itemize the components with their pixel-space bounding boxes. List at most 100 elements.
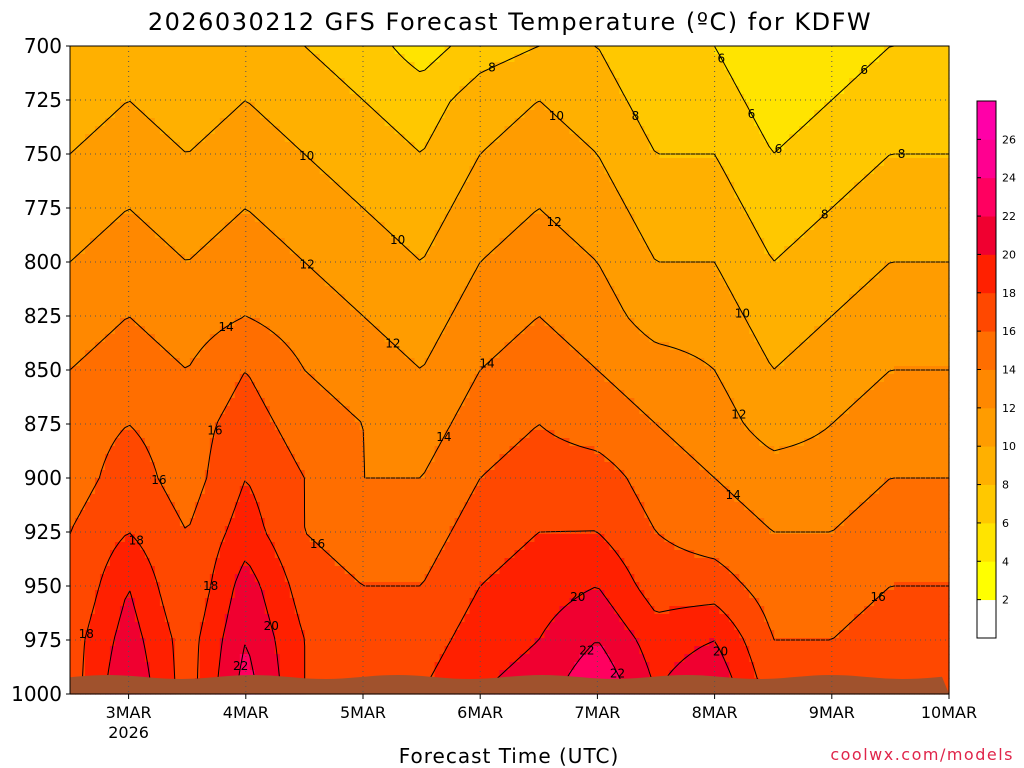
- temperature-cell: [129, 214, 136, 223]
- temperature-cell: [714, 246, 720, 255]
- temperature-cell: [639, 150, 645, 159]
- temperature-cell: [644, 190, 650, 199]
- temperature-cell: [379, 70, 386, 79]
- temperature-cell: [169, 118, 176, 127]
- temperature-cell: [169, 230, 176, 239]
- temperature-cell: [304, 150, 311, 159]
- temperature-cell: [284, 182, 291, 191]
- temperature-cell: [869, 126, 875, 135]
- temperature-cell: [934, 166, 940, 175]
- temperature-cell: [384, 94, 391, 103]
- temperature-cell: [274, 150, 281, 159]
- temperature-cell: [164, 198, 171, 207]
- temperature-cell: [349, 118, 356, 127]
- temperature-cell: [199, 174, 206, 183]
- temperature-cell: [289, 70, 296, 79]
- temperature-cell: [704, 190, 710, 199]
- temperature-cell: [744, 174, 750, 183]
- temperature-cell: [444, 198, 451, 207]
- temperature-cell: [889, 214, 895, 223]
- temperature-cell: [334, 190, 341, 199]
- temperature-cell: [654, 54, 660, 63]
- temperature-cell: [774, 222, 780, 231]
- temperature-cell: [379, 182, 386, 191]
- temperature-cell: [229, 94, 236, 103]
- temperature-cell: [454, 222, 461, 231]
- temperature-cell: [899, 206, 905, 215]
- temperature-cell: [194, 230, 201, 239]
- temperature-cell: [774, 190, 780, 199]
- temperature-cell: [359, 150, 366, 159]
- temperature-cell: [629, 246, 635, 255]
- temperature-cell: [739, 54, 745, 63]
- temperature-cell: [409, 126, 416, 135]
- temperature-cell: [399, 102, 406, 111]
- temperature-cell: [70, 110, 76, 119]
- temperature-cell: [849, 142, 855, 151]
- temperature-cell: [694, 158, 700, 167]
- temperature-cell: [164, 70, 171, 79]
- temperature-cell: [434, 246, 441, 255]
- temperature-cell: [864, 238, 870, 247]
- temperature-cell: [574, 118, 581, 127]
- temperature-cell: [379, 54, 386, 63]
- temperature-cell: [519, 78, 526, 87]
- temperature-cell: [254, 166, 261, 175]
- temperature-cell: [109, 134, 116, 143]
- temperature-cell: [749, 182, 755, 191]
- temperature-cell: [664, 110, 670, 119]
- temperature-cell: [479, 238, 486, 247]
- temperature-cell: [794, 262, 800, 271]
- temperature-cell: [164, 230, 171, 239]
- temperature-cell: [674, 54, 680, 63]
- temperature-cell: [834, 222, 840, 231]
- temperature-cell: [209, 134, 216, 143]
- temperature-cell: [919, 94, 925, 103]
- temperature-cell: [734, 102, 740, 111]
- temperature-cell: [319, 142, 326, 151]
- temperature-cell: [274, 246, 281, 255]
- temperature-cell: [919, 262, 925, 271]
- temperature-cell: [594, 214, 600, 223]
- temperature-cell: [654, 78, 660, 87]
- temperature-cell: [709, 254, 715, 263]
- temperature-cell: [644, 94, 650, 103]
- temperature-cell: [759, 206, 765, 215]
- temperature-cell: [724, 78, 730, 87]
- temperature-cell: [184, 78, 191, 87]
- temperature-cell: [654, 222, 660, 231]
- temperature-cell: [689, 46, 695, 55]
- temperature-cell: [359, 118, 366, 127]
- temperature-cell: [319, 70, 326, 79]
- temperature-cell: [124, 134, 131, 143]
- temperature-cell: [84, 126, 91, 135]
- temperature-cell: [709, 78, 715, 87]
- temperature-cell: [584, 198, 590, 207]
- temperature-cell: [844, 230, 850, 239]
- temperature-cell: [244, 182, 251, 191]
- temperature-cell: [599, 230, 605, 239]
- temperature-cell: [694, 214, 700, 223]
- temperature-cell: [489, 174, 496, 183]
- temperature-cell: [159, 134, 166, 143]
- temperature-cell: [704, 118, 710, 127]
- temperature-cell: [769, 70, 775, 79]
- temperature-cell: [899, 102, 905, 111]
- temperature-cell: [744, 158, 750, 167]
- temperature-cell: [369, 198, 376, 207]
- temperature-cell: [804, 214, 810, 223]
- temperature-cell: [804, 126, 810, 135]
- temperature-cell: [284, 150, 291, 159]
- temperature-cell: [684, 158, 690, 167]
- temperature-cell: [634, 62, 640, 71]
- temperature-cell: [929, 238, 935, 247]
- temperature-cell: [249, 54, 256, 63]
- temperature-cell: [754, 86, 760, 95]
- temperature-cell: [489, 254, 496, 263]
- temperature-cell: [139, 246, 146, 255]
- temperature-cell: [799, 142, 805, 151]
- temperature-cell: [79, 54, 86, 63]
- temperature-cell: [504, 118, 511, 127]
- temperature-cell: [669, 166, 675, 175]
